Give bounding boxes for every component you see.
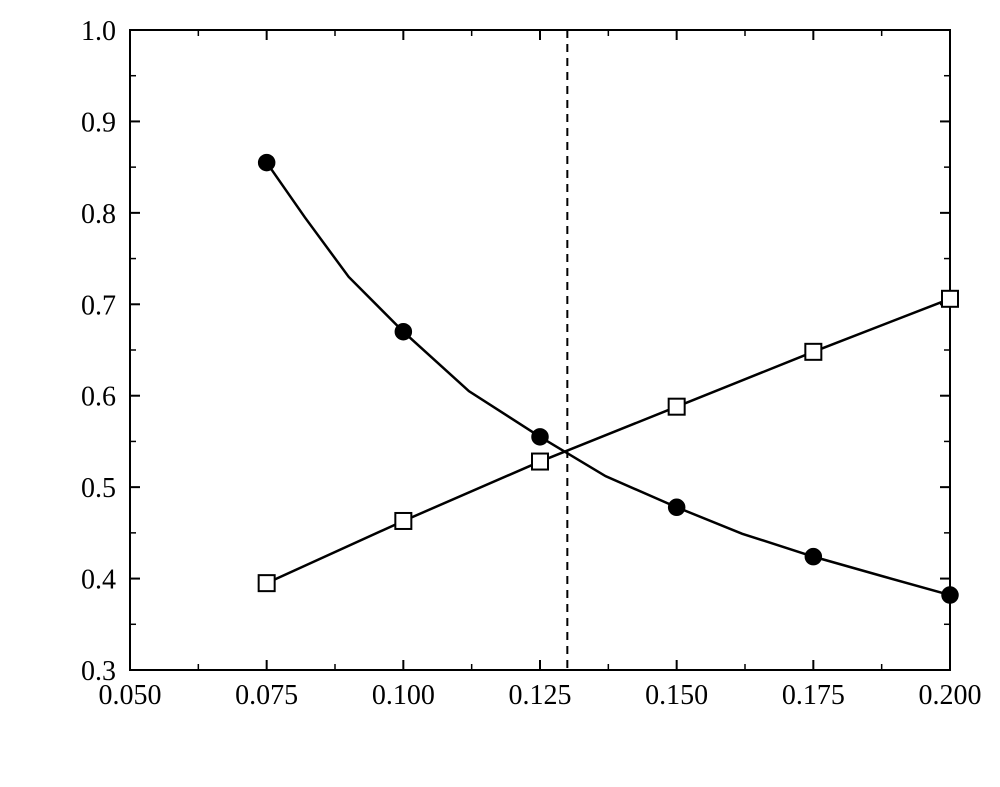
series-line-delta_c	[267, 163, 950, 595]
marker-delta	[259, 575, 275, 591]
ytick-label: 1.0	[81, 16, 116, 47]
marker-delta	[532, 454, 548, 470]
marker-delta	[669, 399, 685, 415]
marker-delta_c	[805, 549, 821, 565]
marker-delta_c	[259, 155, 275, 171]
marker-delta_c	[669, 499, 685, 515]
series-line-delta	[267, 299, 950, 583]
xtick-label: 0.100	[372, 680, 435, 711]
ytick-label: 0.4	[81, 565, 116, 596]
xtick-label: 0.200	[919, 680, 982, 711]
ytick-label: 0.8	[81, 199, 116, 230]
xtick-label: 0.150	[645, 680, 708, 711]
marker-delta	[805, 344, 821, 360]
ytick-label: 0.9	[81, 107, 116, 138]
ytick-label: 0.3	[81, 656, 116, 687]
marker-delta_c	[942, 587, 958, 603]
marker-delta	[395, 513, 411, 529]
xtick-label: 0.075	[235, 680, 298, 711]
ytick-label: 0.5	[81, 473, 116, 504]
ytick-label: 0.7	[81, 290, 116, 321]
xtick-label: 0.125	[509, 680, 572, 711]
ytick-label: 0.6	[81, 382, 116, 413]
marker-delta_c	[532, 429, 548, 445]
marker-delta	[942, 291, 958, 307]
chart-container: 0.0500.0750.1000.1250.1500.1750.2000.30.…	[0, 0, 1000, 787]
chart-svg: 0.0500.0750.1000.1250.1500.1750.2000.30.…	[0, 0, 1000, 787]
xtick-label: 0.175	[782, 680, 845, 711]
marker-delta_c	[395, 324, 411, 340]
